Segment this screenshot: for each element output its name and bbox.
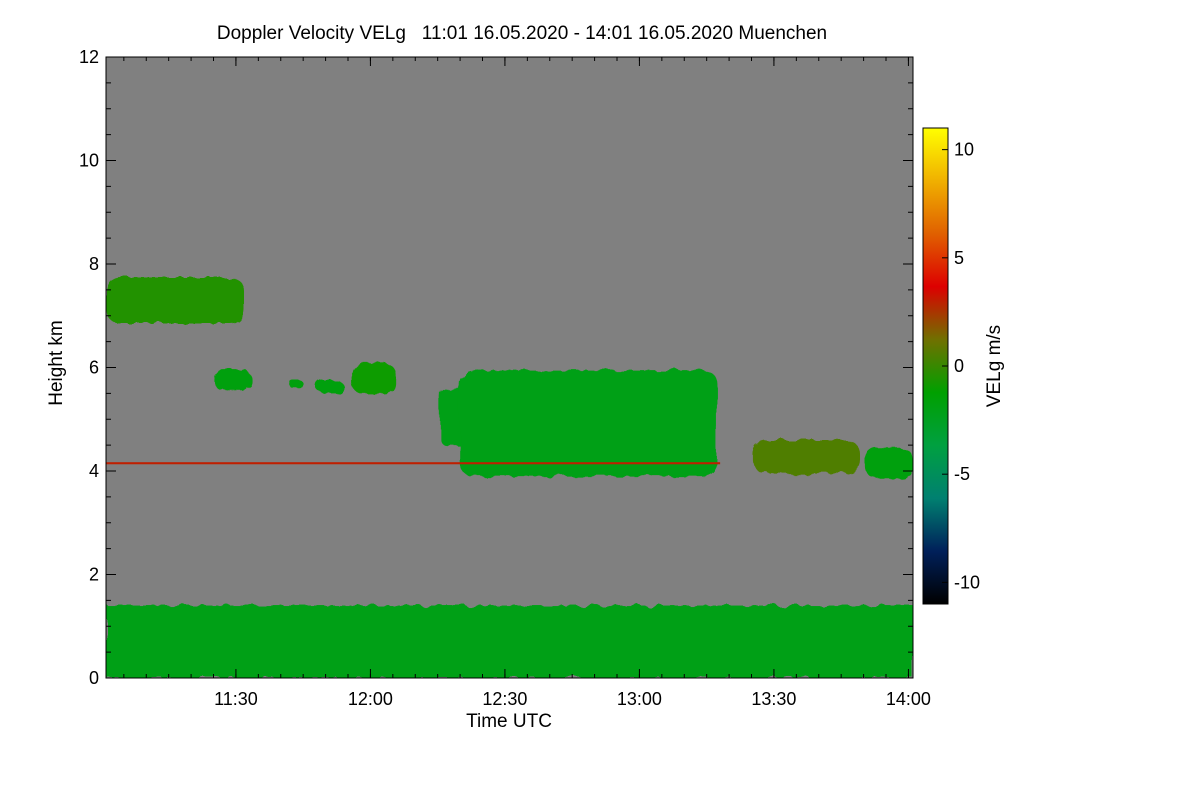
x-tick-label: 12:00	[348, 689, 393, 709]
x-tick-label: 14:00	[886, 689, 931, 709]
x-axis-title: Time UTC	[466, 711, 552, 732]
mid-cloud-1	[214, 370, 253, 391]
colorbar-tick-label: 0	[954, 356, 964, 376]
colorbar-title: VELg m/s	[984, 325, 1005, 407]
x-axis: 11:30 12:00 12:30 13:00 13:30 14:00	[123, 57, 931, 709]
interference-line	[106, 462, 721, 465]
mid-cloud-3	[316, 380, 344, 394]
y-axis: 0 2 4 6 8 10 12	[79, 47, 913, 688]
plot-background	[106, 57, 913, 678]
colorbar-tick-label: 5	[954, 248, 964, 268]
echo-features	[106, 276, 913, 678]
boundary-layer	[106, 605, 913, 678]
x-tick-label: 13:00	[617, 689, 662, 709]
colorbar-tick-label: 10	[954, 140, 974, 160]
y-tick-label: 12	[79, 47, 99, 67]
cirrus-cloud	[106, 276, 244, 324]
low-cloud-1	[752, 439, 861, 474]
low-cloud-2	[865, 447, 913, 479]
colorbar-tick-label: -10	[954, 572, 980, 592]
y-tick-label: 8	[89, 254, 99, 274]
y-tick-label: 6	[89, 358, 99, 378]
mid-cloud-2	[289, 380, 304, 389]
y-tick-label: 2	[89, 565, 99, 585]
mid-cloud-4	[351, 362, 395, 394]
colorbar-ticks: 10 5 0 -5 -10	[942, 140, 980, 592]
y-axis-title: Height km	[46, 320, 67, 406]
colorbar-tick-label: -5	[954, 464, 970, 484]
x-tick-label: 11:30	[214, 689, 258, 709]
y-tick-label: 10	[79, 151, 99, 171]
y-tick-label: 4	[89, 461, 99, 481]
x-tick-label: 12:30	[482, 689, 527, 709]
chart-title: Doppler Velocity VELg 11:01 16.05.2020 -…	[217, 23, 827, 44]
y-tick-label: 0	[89, 668, 99, 688]
falling-streak	[440, 388, 465, 446]
main-cloud	[459, 370, 718, 477]
x-tick-label: 13:30	[751, 689, 796, 709]
